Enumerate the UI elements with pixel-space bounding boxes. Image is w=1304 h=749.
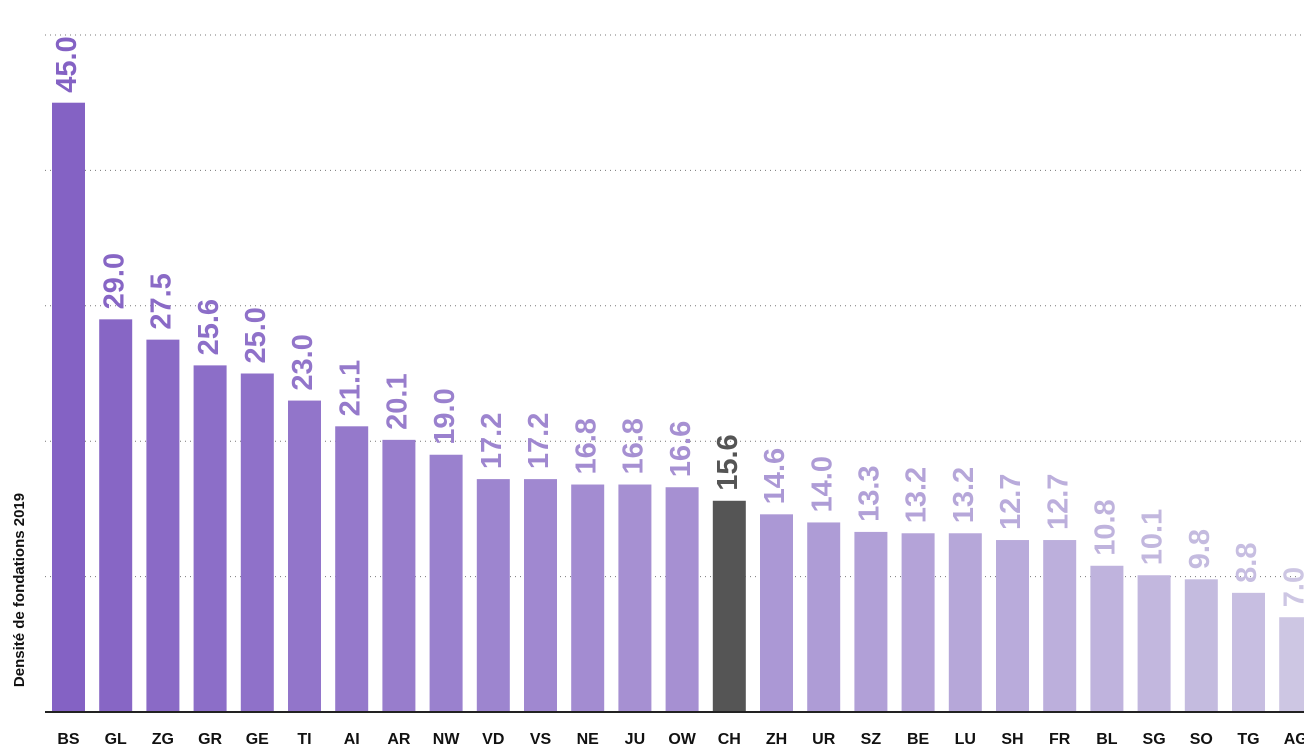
value-label: 16.8 — [618, 418, 650, 474]
x-tick-label: FR — [1049, 731, 1071, 748]
value-label: 25.0 — [240, 307, 272, 363]
x-tick-label: GL — [105, 731, 127, 748]
x-tick-label: AR — [387, 731, 411, 748]
x-tick-label: CH — [718, 731, 741, 748]
x-tick-label: TI — [297, 731, 311, 748]
value-label: 14.0 — [806, 456, 838, 512]
value-label: 8.8 — [1231, 543, 1263, 583]
x-tick-label: GE — [246, 731, 269, 748]
bar — [1184, 579, 1218, 712]
x-tick-label: UR — [812, 731, 836, 748]
bar — [382, 439, 416, 712]
bar — [335, 426, 369, 712]
bar — [1043, 540, 1077, 712]
value-label: 17.2 — [523, 413, 555, 469]
bar — [571, 484, 605, 712]
x-tick-label: ZG — [152, 731, 174, 748]
x-tick-label: BE — [907, 731, 930, 748]
bar — [99, 319, 133, 712]
x-tick-label: AI — [344, 731, 360, 748]
value-label: 14.6 — [759, 448, 791, 504]
value-label: 23.0 — [287, 334, 319, 390]
x-tick-label: NW — [433, 731, 461, 748]
bar — [996, 540, 1029, 712]
bar — [429, 454, 463, 712]
x-tick-label: BS — [57, 731, 80, 748]
bar — [240, 373, 274, 712]
value-label: 16.6 — [665, 421, 697, 477]
bar — [1279, 617, 1304, 712]
x-tick-label: SZ — [861, 731, 882, 748]
bar — [193, 365, 227, 712]
x-tick-label: JU — [625, 731, 645, 748]
bar — [476, 479, 510, 712]
bar — [901, 533, 935, 712]
bar — [948, 533, 982, 712]
x-tick-label: NE — [577, 731, 600, 748]
bar — [1232, 592, 1265, 712]
value-label: 13.2 — [901, 467, 933, 523]
x-tick-label: GR — [198, 731, 222, 748]
value-label: 19.0 — [429, 388, 461, 444]
value-label: 13.3 — [854, 465, 886, 521]
value-label: 45.0 — [51, 36, 83, 92]
bar — [807, 522, 841, 712]
value-label: 25.6 — [193, 299, 225, 355]
y-axis-label: Densité de fondations 2019 — [11, 493, 28, 687]
bar — [712, 500, 746, 712]
value-label: 21.1 — [334, 360, 366, 416]
value-label: 10.8 — [1090, 499, 1122, 555]
value-label: 7.0 — [1278, 567, 1304, 607]
value-label: 29.0 — [98, 253, 130, 309]
bar — [1137, 575, 1171, 712]
bar — [524, 479, 557, 712]
value-label: 12.7 — [995, 474, 1027, 530]
x-tick-label: BL — [1096, 731, 1118, 748]
value-label: 12.7 — [1042, 474, 1074, 530]
bar — [288, 400, 321, 712]
bar — [854, 531, 888, 712]
bar — [618, 484, 652, 712]
value-label: 20.1 — [382, 373, 414, 429]
bar — [1090, 565, 1124, 712]
x-tick-label: SH — [1001, 731, 1023, 748]
x-tick-label: SO — [1190, 731, 1213, 748]
bar — [52, 102, 85, 712]
x-tick-label: SG — [1143, 731, 1166, 748]
x-tick-label: OW — [668, 731, 696, 748]
value-label: 15.6 — [712, 434, 744, 490]
value-label: 17.2 — [476, 413, 508, 469]
value-label: 13.2 — [948, 467, 980, 523]
bar — [760, 514, 793, 712]
x-tick-label: ZH — [766, 731, 787, 748]
x-tick-label: AG — [1284, 731, 1304, 748]
x-tick-label: LU — [955, 731, 976, 748]
value-label: 10.1 — [1137, 509, 1169, 565]
value-label: 9.8 — [1184, 529, 1216, 569]
bar — [146, 339, 180, 712]
x-tick-label: TG — [1237, 731, 1259, 748]
value-label: 27.5 — [146, 273, 178, 329]
x-tick-label: VD — [482, 731, 504, 748]
x-tick-label: VS — [530, 731, 552, 748]
value-label: 16.8 — [570, 418, 602, 474]
bar — [665, 487, 699, 712]
